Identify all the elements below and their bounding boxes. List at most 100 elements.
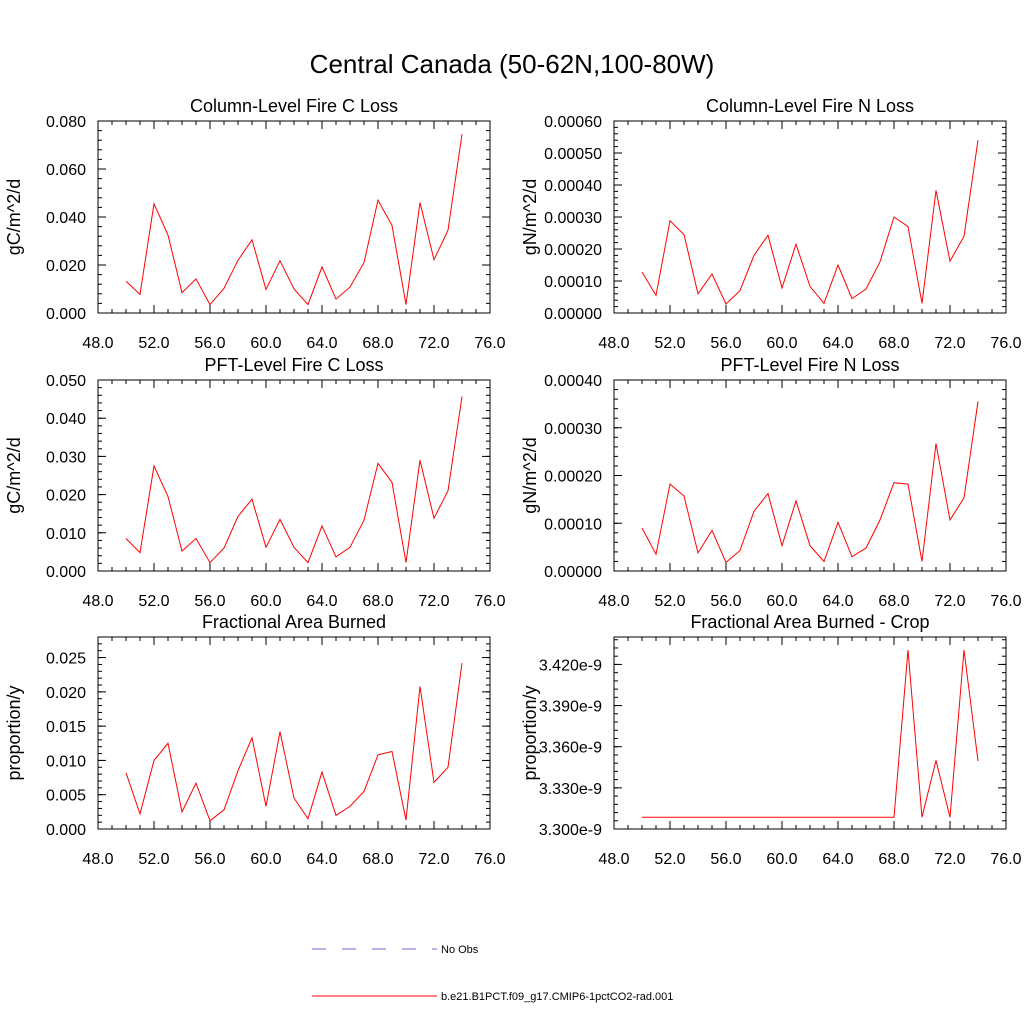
x-tick-label: 76.0 [474, 593, 505, 610]
x-tick-label: 68.0 [362, 851, 393, 868]
x-tick-label: 56.0 [194, 851, 225, 868]
series-line [641, 401, 979, 564]
y-tick-label: 3.330e-9 [539, 781, 602, 798]
panel-4: PFT-Level Fire N Loss gN/m^2/d 48.0 52.0 56.… [520, 355, 1022, 610]
legend-label-no-obs: No Obs [441, 944, 479, 956]
y-tick-label: 0.00060 [544, 114, 602, 131]
panel-title: Column-Level Fire N Loss [706, 96, 914, 116]
plot-frame [613, 120, 1007, 314]
x-tick-label: 72.0 [934, 851, 965, 868]
legend: No Obs b.e21.B1PCT.f09_g17.CMIP6-1pctCO2… [312, 944, 673, 1003]
y-tick-label: 0.00040 [544, 373, 602, 390]
x-tick-label: 68.0 [362, 335, 393, 352]
y-tick-label: 3.390e-9 [539, 699, 602, 716]
y-tick-label: 0.040 [46, 210, 86, 227]
panel-title: PFT-Level Fire C Loss [204, 355, 383, 375]
x-tick-label: 48.0 [82, 851, 113, 868]
y-tick-label: 0.025 [46, 651, 86, 668]
y-tick-label: 0.010 [46, 526, 86, 543]
y-axis-label: gN/m^2/d [520, 437, 540, 513]
y-tick-label: 3.300e-9 [539, 822, 602, 839]
legend-label-model: b.e21.B1PCT.f09_g17.CMIP6-1pctCO2-rad.00… [441, 991, 673, 1003]
x-tick-label: 52.0 [654, 335, 685, 352]
y-tick-label: 0.020 [46, 258, 86, 275]
x-tick-label: 60.0 [250, 335, 281, 352]
x-tick-label: 64.0 [306, 335, 337, 352]
x-tick-label: 72.0 [934, 593, 965, 610]
x-tick-label: 48.0 [598, 335, 629, 352]
x-tick-label: 68.0 [878, 593, 909, 610]
y-tick-label: 0.00030 [544, 210, 602, 227]
y-tick-label: 0.040 [46, 411, 86, 428]
y-tick-label: 0.00030 [544, 421, 602, 438]
y-tick-label: 3.360e-9 [539, 740, 602, 757]
panel-title: Fractional Area Burned [202, 612, 386, 632]
x-tick-label: 52.0 [138, 335, 169, 352]
series-line [125, 663, 463, 822]
y-tick-label: 0.010 [46, 753, 86, 770]
x-tick-label: 52.0 [138, 593, 169, 610]
y-axis-label: gC/m^2/d [4, 179, 24, 255]
y-tick-label: 0.015 [46, 719, 86, 736]
x-tick-label: 56.0 [194, 593, 225, 610]
y-tick-label: 0.030 [46, 449, 86, 466]
y-tick-label: 0.000 [46, 306, 86, 323]
x-tick-label: 68.0 [878, 851, 909, 868]
x-tick-label: 56.0 [710, 335, 741, 352]
y-tick-label: 0.020 [46, 685, 86, 702]
x-tick-label: 64.0 [306, 593, 337, 610]
plot-frame [97, 120, 491, 314]
panel-1: Column-Level Fire C Loss gC/m^2/d 48.0 52.0… [4, 96, 506, 352]
x-tick-label: 64.0 [306, 851, 337, 868]
x-tick-label: 64.0 [822, 851, 853, 868]
x-tick-label: 76.0 [990, 593, 1021, 610]
x-tick-label: 68.0 [362, 593, 393, 610]
y-tick-label: 0.00050 [544, 146, 602, 163]
plot-frame [613, 379, 1007, 572]
y-tick-label: 0.060 [46, 162, 86, 179]
x-tick-label: 52.0 [654, 851, 685, 868]
x-tick-label: 48.0 [598, 851, 629, 868]
y-tick-label: 0.00000 [544, 564, 602, 581]
y-tick-label: 0.000 [46, 822, 86, 839]
x-tick-label: 60.0 [250, 851, 281, 868]
x-tick-label: 52.0 [654, 593, 685, 610]
y-axis-label: proportion/y [520, 685, 540, 780]
panel-title: Column-Level Fire C Loss [190, 96, 398, 116]
y-tick-label: 3.420e-9 [539, 657, 602, 674]
plot-frame [613, 636, 1007, 830]
y-axis-label: gN/m^2/d [520, 179, 540, 255]
x-tick-label: 72.0 [418, 335, 449, 352]
panel-2: Column-Level Fire N Loss gN/m^2/d 48.0 52.0… [520, 96, 1022, 352]
x-tick-label: 56.0 [710, 851, 741, 868]
x-tick-label: 72.0 [418, 851, 449, 868]
y-tick-label: 0.00020 [544, 469, 602, 486]
y-tick-label: 0.00000 [544, 306, 602, 323]
x-tick-label: 48.0 [82, 593, 113, 610]
y-axis-label: proportion/y [4, 685, 24, 780]
series-line [641, 140, 979, 305]
panel-5: Fractional Area Burned proportion/y 48.0 52… [4, 612, 506, 868]
x-tick-label: 60.0 [250, 593, 281, 610]
y-tick-label: 0.005 [46, 788, 86, 805]
series-line [125, 396, 463, 564]
panel-6: Fractional Area Burned - Crop proportion/… [520, 612, 1022, 868]
panels: Column-Level Fire C Loss gC/m^2/d 48.0 52.0… [4, 96, 1022, 868]
x-tick-label: 56.0 [194, 335, 225, 352]
x-tick-label: 72.0 [418, 593, 449, 610]
panel-title: Fractional Area Burned - Crop [690, 612, 929, 632]
panel-title: PFT-Level Fire N Loss [720, 355, 899, 375]
x-tick-label: 56.0 [710, 593, 741, 610]
x-tick-label: 64.0 [822, 335, 853, 352]
plot-frame [97, 636, 491, 830]
x-tick-label: 60.0 [766, 593, 797, 610]
x-tick-label: 48.0 [82, 335, 113, 352]
y-tick-label: 0.00010 [544, 516, 602, 533]
x-tick-label: 76.0 [474, 851, 505, 868]
series-line [642, 649, 979, 818]
series-line [125, 134, 463, 306]
y-tick-label: 0.020 [46, 488, 86, 505]
y-axis-label: gC/m^2/d [4, 437, 24, 513]
x-tick-label: 76.0 [990, 851, 1021, 868]
